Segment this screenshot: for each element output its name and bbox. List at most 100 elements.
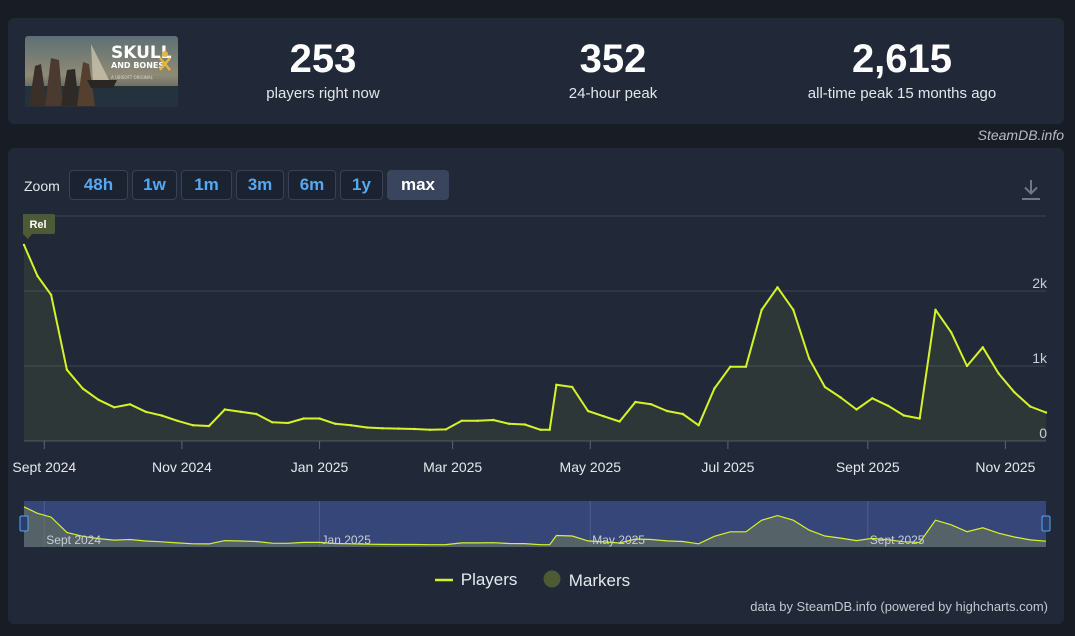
players-data-point [665, 409, 669, 413]
zoom-1y-button[interactable]: 1y [340, 170, 383, 200]
players-data-point [113, 406, 116, 409]
players-data-point [176, 419, 179, 422]
players-data-point [776, 286, 779, 289]
release-marker-flag[interactable]: Rel [23, 214, 55, 239]
navigator-handle-left[interactable] [19, 515, 29, 532]
players-data-point [223, 408, 226, 411]
legend-markers-label: Markers [568, 571, 631, 590]
navigator-handle-right[interactable] [1041, 515, 1051, 532]
legend-players[interactable]: Players [434, 570, 517, 590]
players-data-point [729, 365, 732, 368]
all-time-peak-value: 2,615 [851, 37, 953, 81]
stats-panel: SKULL AND BONES A UBISOFT ORIGINAL 253 p… [8, 18, 1064, 124]
highcharts-credit[interactable]: data by SteamDB.info (powered by highcha… [750, 599, 1048, 614]
players-data-point [460, 419, 463, 422]
game-capsule-image[interactable]: SKULL AND BONES A UBISOFT ORIGINAL [25, 36, 178, 107]
zoom-1w-button[interactable]: 1w [132, 170, 177, 200]
players-data-point [128, 403, 132, 406]
players-data-point [871, 397, 874, 400]
players-data-point [49, 293, 53, 296]
players-data-point [839, 396, 842, 399]
players-area-fill [24, 244, 1046, 441]
release-marker-label: Rel [29, 219, 46, 231]
players-data-point [950, 331, 953, 334]
players-data-point [681, 412, 684, 416]
svg-text:AND BONES: AND BONES [111, 61, 164, 70]
players-data-point [365, 426, 369, 429]
players-data-point [548, 428, 551, 431]
chart-panel: Zoom 48h 1w 1m 3m 6m 1y max Sept 2024 Nov… [8, 148, 1064, 624]
x-tick-label: Jan 2025 [291, 459, 349, 475]
players-series-line [23, 244, 1047, 431]
legend-markers[interactable]: Markers [542, 570, 630, 591]
game-capsule-art: SKULL AND BONES A UBISOFT ORIGINAL [25, 36, 178, 107]
players-data-point [792, 308, 795, 311]
legend-players-label: Players [460, 570, 518, 589]
zoom-3m-button[interactable]: 3m [236, 170, 284, 200]
navigator-area [24, 506, 1046, 547]
stat-24h-peak: 352 24-hour peak [518, 36, 708, 103]
players-data-point [318, 417, 321, 420]
players-data-point [634, 400, 637, 404]
players-data-point [334, 422, 337, 425]
players-data-point [1013, 391, 1016, 394]
current-players-value: 253 [289, 37, 357, 81]
players-data-point [602, 415, 605, 418]
players-data-point [444, 428, 448, 431]
players-data-point [207, 424, 211, 428]
players-data-point [255, 412, 258, 416]
players-data-point [918, 417, 921, 420]
svg-text:SKULL: SKULL [111, 43, 172, 63]
zoom-max-button[interactable]: max [387, 170, 449, 200]
players-data-point [586, 409, 590, 413]
players-data-point [523, 423, 526, 426]
navigator-label: May 2025 [592, 533, 645, 547]
players-data-point [760, 308, 763, 311]
players-data-point [618, 420, 621, 423]
players-data-point [302, 417, 305, 420]
player-count-chart[interactable]: Sept 2024 Nov 2024 Jan 2025 Mar 2025 May 202… [8, 148, 1064, 624]
players-data-point [81, 387, 84, 390]
players-data-point [413, 427, 416, 431]
zoom-6m-button[interactable]: 6m [288, 170, 336, 200]
players-data-point [271, 421, 274, 424]
players-data-point [571, 385, 574, 389]
navigator-label: Sept 2025 [870, 533, 925, 547]
zoom-48h-button[interactable]: 48h [69, 170, 128, 200]
players-data-point [997, 372, 1000, 375]
players-data-point [397, 427, 400, 430]
players-data-point [886, 404, 890, 407]
players-data-point [97, 398, 100, 401]
x-tick-label: Sept 2025 [836, 459, 900, 475]
players-data-point [902, 414, 906, 417]
stat-all-time-peak: 2,615 all-time peak 15 months ago [768, 36, 1036, 103]
navigator-label: Sept 2024 [46, 533, 101, 547]
players-data-point [807, 357, 811, 360]
zoom-1m-button[interactable]: 1m [181, 170, 232, 200]
x-tick-label: Mar 2025 [423, 459, 482, 475]
players-data-point [239, 410, 242, 413]
players-data-point [1044, 411, 1048, 414]
players-data-point [144, 410, 147, 413]
download-icon[interactable] [1020, 178, 1042, 207]
players-data-point [160, 414, 163, 417]
players-data-point [65, 368, 69, 371]
steamdb-credit[interactable]: SteamDB.info [977, 127, 1064, 143]
legend-players-line-icon [435, 578, 453, 582]
navigator-label: Jan 2025 [322, 533, 372, 547]
players-data-point [823, 385, 827, 389]
players-data-point [428, 428, 432, 431]
legend-markers-circle-icon [543, 570, 561, 588]
x-tick-label: Sept 2024 [12, 459, 76, 475]
players-data-point [697, 424, 700, 427]
x-tick-label: Nov 2025 [975, 459, 1035, 475]
y-tick-label: 2k [1032, 275, 1048, 291]
current-players-label: players right now [266, 85, 380, 102]
players-data-point [744, 365, 748, 368]
players-data-point [555, 383, 558, 386]
svg-text:A UBISOFT ORIGINAL: A UBISOFT ORIGINAL [111, 75, 154, 80]
players-data-point [1029, 405, 1032, 408]
players-data-point [539, 428, 542, 431]
peak-24h-label: 24-hour peak [568, 85, 658, 102]
x-tick-label: May 2025 [560, 459, 622, 475]
